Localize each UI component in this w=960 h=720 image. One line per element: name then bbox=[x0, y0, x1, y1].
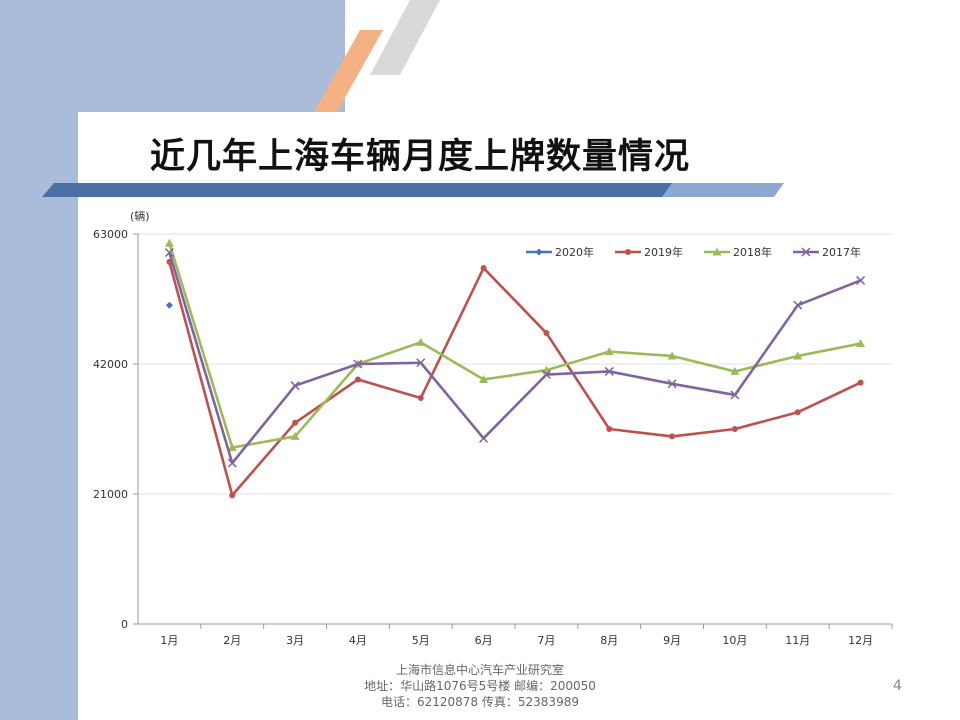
title-underline-bar bbox=[42, 183, 784, 197]
data-point bbox=[667, 379, 677, 389]
data-point bbox=[667, 351, 677, 360]
data-point bbox=[292, 419, 299, 426]
x-tick-label: 3月 bbox=[286, 634, 304, 647]
data-point bbox=[353, 359, 363, 369]
series-layer bbox=[164, 238, 866, 499]
axis-layer: 0 21000 42000 63000 1月 2月 3月 4月 5月 6月 7月 8月 9月 10月 11月… bbox=[93, 228, 893, 647]
top-decor-band bbox=[0, 0, 345, 112]
data-point bbox=[730, 366, 740, 375]
data-point bbox=[480, 265, 487, 272]
x-tick-label: 11月 bbox=[785, 634, 810, 647]
series-2019年 bbox=[166, 258, 864, 499]
series-2017年 bbox=[164, 248, 866, 468]
footer-phone: 电话：62120878 传真：52383989 bbox=[381, 695, 579, 709]
x-tick-label: 6月 bbox=[475, 634, 493, 647]
data-point bbox=[730, 390, 740, 400]
footer-address: 地址：华山路1076号5号楼 邮编：200050 bbox=[364, 679, 596, 693]
x-tick-label: 8月 bbox=[600, 634, 618, 647]
legend-label: 2019年 bbox=[644, 245, 683, 259]
legend-marker bbox=[801, 247, 811, 257]
data-point bbox=[857, 379, 864, 386]
data-point bbox=[227, 443, 237, 452]
data-point bbox=[164, 238, 174, 247]
footer: 上海市信息中心汽车产业研究室 地址：华山路1076号5号楼 邮编：200050 … bbox=[300, 662, 660, 710]
legend-item: 2018年 bbox=[704, 245, 772, 259]
data-point bbox=[604, 366, 614, 376]
grey-stripe bbox=[370, 0, 440, 75]
data-point bbox=[604, 347, 614, 356]
data-point bbox=[165, 301, 173, 309]
y-tick-label: 42000 bbox=[93, 358, 128, 371]
x-tick-label: 10月 bbox=[722, 634, 747, 647]
data-point bbox=[479, 433, 489, 443]
data-point bbox=[794, 409, 801, 416]
series-line bbox=[168, 261, 862, 497]
legend-marker bbox=[625, 249, 631, 255]
x-tick-label: 2月 bbox=[223, 634, 241, 647]
data-point bbox=[793, 351, 803, 360]
y-unit-label: (辆) bbox=[130, 209, 150, 223]
legend-item: 2020年 bbox=[526, 245, 594, 259]
y-tick-label: 21000 bbox=[93, 488, 128, 501]
legend-marker bbox=[712, 247, 722, 256]
legend-item: 2017年 bbox=[793, 245, 861, 259]
x-tick-label: 9月 bbox=[663, 634, 681, 647]
data-point bbox=[416, 337, 426, 346]
y-tick-label: 0 bbox=[121, 618, 128, 631]
footer-org: 上海市信息中心汽车产业研究室 bbox=[395, 663, 564, 677]
orange-stripe bbox=[314, 30, 383, 112]
series-line bbox=[168, 242, 861, 449]
legend: 2020年 2019年 2018年 2017年 bbox=[526, 245, 861, 259]
legend-label: 2017年 bbox=[822, 245, 861, 259]
data-point bbox=[290, 431, 300, 440]
data-point bbox=[731, 426, 738, 432]
page-number: 4 bbox=[893, 678, 902, 694]
x-tick-label: 1月 bbox=[160, 634, 178, 647]
legend-marker bbox=[535, 248, 543, 256]
data-point bbox=[417, 395, 424, 402]
data-point bbox=[479, 374, 489, 383]
data-point bbox=[164, 248, 174, 258]
slide-title: 近几年上海车辆月度上牌数量情况 bbox=[150, 137, 691, 177]
x-tick-label: 5月 bbox=[412, 634, 430, 647]
series-line bbox=[168, 252, 862, 465]
left-decor-band bbox=[0, 0, 78, 720]
legend-item: 2019年 bbox=[615, 245, 683, 259]
data-point bbox=[354, 376, 361, 383]
x-tick-label: 7月 bbox=[537, 634, 555, 647]
data-point bbox=[543, 330, 550, 337]
series-2018年 bbox=[164, 238, 866, 452]
grid-layer bbox=[138, 233, 892, 495]
data-point bbox=[541, 369, 551, 380]
data-point bbox=[416, 358, 426, 368]
line-chart: (辆) 0 21000 42000 63000 1月 2月 3月 4月 5月 6月 7月 8月 9月 10… bbox=[93, 209, 893, 647]
legend-label: 2018年 bbox=[733, 245, 772, 259]
legend-label: 2020年 bbox=[555, 245, 594, 259]
x-tick-label: 12月 bbox=[848, 634, 873, 647]
y-tick-label: 63000 bbox=[93, 228, 128, 241]
series-2020年 bbox=[165, 301, 173, 309]
data-point bbox=[227, 458, 237, 468]
data-point bbox=[793, 300, 803, 310]
data-point bbox=[606, 426, 613, 432]
x-tick-label: 4月 bbox=[349, 634, 367, 647]
data-point bbox=[856, 275, 866, 285]
data-point bbox=[229, 492, 236, 499]
data-point bbox=[669, 433, 676, 440]
data-point bbox=[290, 381, 300, 391]
data-point bbox=[856, 339, 866, 348]
